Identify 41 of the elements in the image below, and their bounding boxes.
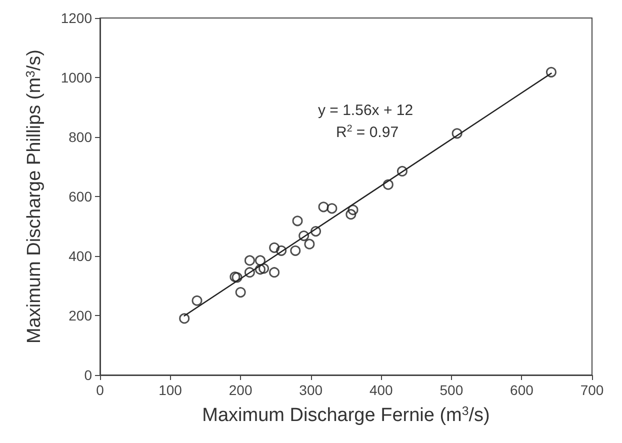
point [382,179,394,190]
annotation: y = 1.56x + 12 [318,102,414,119]
point [396,166,408,176]
point [546,66,556,78]
y-tick-label: 600 [68,188,92,204]
x-tick-label: 600 [510,382,534,398]
x-tick-label: 400 [369,382,394,398]
x-tick-label: 700 [580,382,604,398]
point [244,255,255,266]
x-tick-label: 0 [96,382,104,398]
point [326,203,338,214]
point [269,267,280,278]
point [269,242,280,253]
y-tick-label: 200 [68,308,92,324]
point [304,238,315,250]
point [255,264,266,275]
y-axis-title: Maximum Discharge Phillips (m3/s) [23,49,46,344]
point [298,230,310,242]
x-tick-label: 100 [158,382,182,398]
point [452,128,462,139]
point [244,267,255,278]
point [348,204,358,216]
point [258,263,270,274]
x-tick-label: 500 [440,382,464,398]
point [192,295,202,306]
point [346,209,356,220]
point [255,255,266,266]
point [292,216,303,226]
point [318,202,329,212]
point [276,245,287,256]
point [235,287,246,298]
y-tick-label: 1000 [60,70,92,86]
y-tick-label: 400 [68,248,92,264]
point [290,245,301,256]
y-tick-label: 0 [84,367,92,383]
x-tick-label: 300 [299,382,323,398]
point [179,313,190,324]
point [310,226,322,237]
y-tick-label: 800 [68,129,92,145]
x-tick-label: 200 [228,382,252,398]
y-tick-label: 1200 [60,10,92,26]
